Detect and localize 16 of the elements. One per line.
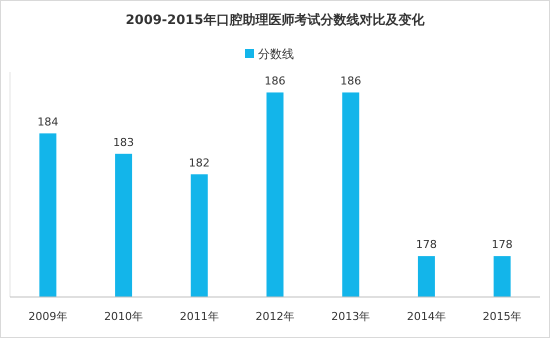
x-tick-label: 2009年 bbox=[28, 310, 68, 323]
x-tick-label: 2013年 bbox=[331, 310, 370, 323]
legend-label: 分数线 bbox=[258, 47, 294, 61]
data-label: 186 bbox=[340, 74, 362, 88]
data-label: 178 bbox=[416, 238, 437, 252]
x-tick-label: 2014年 bbox=[406, 310, 446, 323]
chart-title: 2009-2015年口腔助理医师考试分数线对比及变化 bbox=[126, 12, 426, 28]
x-tick-label: 2012年 bbox=[256, 310, 294, 323]
x-tick-label: 2010年 bbox=[104, 310, 144, 323]
data-label: 184 bbox=[37, 115, 58, 128]
data-label: 178 bbox=[492, 238, 513, 252]
data-label: 186 bbox=[264, 74, 286, 88]
x-tick-label: 2015年 bbox=[482, 310, 522, 323]
data-label: 183 bbox=[113, 136, 134, 149]
x-tick-label: 2011年 bbox=[180, 310, 219, 323]
data-label: 182 bbox=[188, 156, 210, 170]
